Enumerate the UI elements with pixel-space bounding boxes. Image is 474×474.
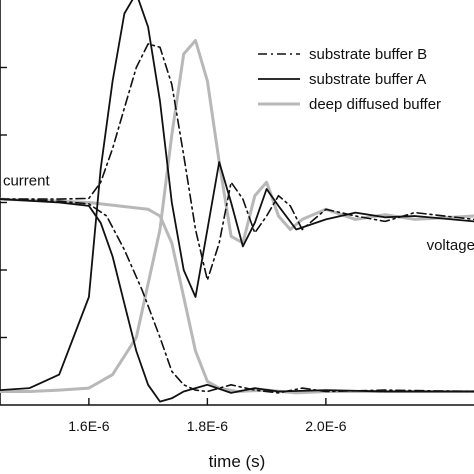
annotation-label: voltage: [427, 237, 474, 254]
plot-frame-group: [0, 0, 474, 406]
x-tick-label: 1.6E-6: [68, 418, 109, 434]
series-line: [0, 43, 474, 281]
series-line: [0, 198, 474, 394]
axis-ticks: 1.6E-6 1.8E-6 2.0E-6: [0, 66, 347, 434]
legend-label: substrate buffer B: [309, 46, 427, 63]
series-line: [0, 0, 474, 391]
x-axis-title: time (s): [209, 452, 266, 471]
annotation-label: current: [3, 173, 51, 190]
annotations: current voltage: [3, 173, 474, 254]
series-line: [0, 198, 474, 403]
legend: substrate buffer B substrate buffer A deep…: [258, 46, 441, 113]
series-lines: [0, 0, 474, 403]
series-line: [0, 197, 474, 395]
legend-label: deep diffused buffer: [309, 96, 441, 113]
legend-label: substrate buffer A: [309, 71, 426, 88]
x-tick-label: 1.8E-6: [187, 418, 228, 434]
x-tick-label: 2.0E-6: [305, 418, 346, 434]
